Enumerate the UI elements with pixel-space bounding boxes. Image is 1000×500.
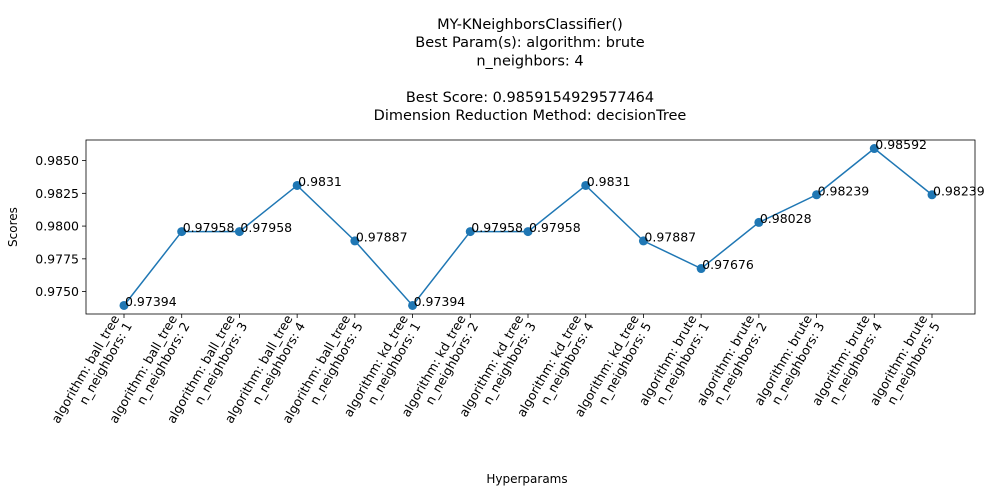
chart-title: MY-KNeighborsClassifier() Best Param(s): … [374,17,687,124]
title-line: MY-KNeighborsClassifier() [437,17,623,33]
data-point [696,264,706,274]
data-label: 0.97887 [644,229,696,244]
data-label: 0.97394 [414,294,466,309]
data-label: 0.98239 [933,183,985,198]
data-point [812,190,822,200]
data-label: 0.97394 [125,294,177,309]
data-point [350,236,360,246]
data-point [869,144,879,154]
y-tick-label: 0.9850 [35,153,79,168]
data-label: 0.97958 [183,220,235,235]
y-tick-label: 0.9750 [35,284,79,299]
data-point [927,190,937,200]
plot-area [85,139,976,315]
data-point [465,227,475,237]
data-point [234,227,244,237]
x-axis-label: Hyperparams [486,472,567,486]
data-point [638,236,648,246]
data-point [754,217,764,227]
data-point [581,180,591,190]
data-labels: 0.97394 0.97958 0.97958 0.9831 0.97887 0.9739… [125,137,985,309]
y-tick-label: 0.9775 [35,251,79,266]
data-label: 0.98239 [818,183,870,198]
data-label: 0.97958 [471,220,523,235]
y-axis: 0.9750 0.9775 0.9800 0.9825 0.9850 [35,153,86,299]
title-line: Dimension Reduction Method: decisionTree [374,108,687,124]
y-tick-label: 0.9825 [35,186,79,201]
data-label: 0.97958 [240,220,292,235]
data-point [523,227,533,237]
data-label: 0.98028 [760,211,812,226]
title-line: n_neighbors: 4 [476,53,583,69]
title-line: Best Score: 0.9859154929577464 [406,90,654,106]
data-label: 0.9831 [587,174,631,189]
data-points [119,144,937,310]
data-point [292,180,302,190]
data-label: 0.97676 [702,257,754,272]
data-point [177,227,187,237]
data-label: 0.9831 [298,174,342,189]
data-label: 0.97958 [529,220,581,235]
data-label: 0.98592 [875,137,927,152]
title-line: Best Param(s): algorithm: brute [415,35,645,51]
y-tick-label: 0.9800 [35,219,79,234]
data-point [408,300,418,310]
data-label: 0.97887 [356,229,408,244]
data-point [119,300,129,310]
y-axis-label: Scores [6,207,20,247]
